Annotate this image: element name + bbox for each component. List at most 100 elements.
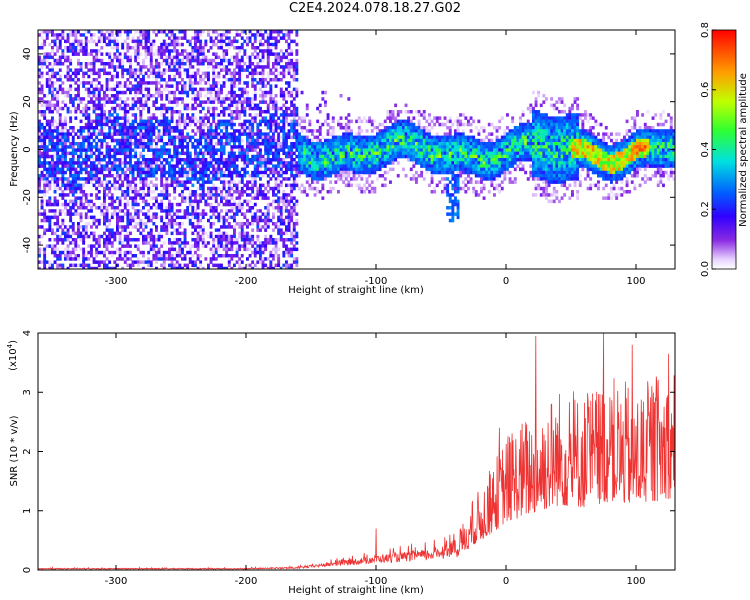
spectrogram-cell	[240, 158, 244, 162]
spectrogram-cell	[279, 222, 283, 226]
spectrogram-cell	[220, 231, 223, 236]
spectrogram-cell	[61, 241, 65, 245]
spectrogram-cell	[95, 78, 99, 82]
spectrogram-cell	[277, 215, 281, 220]
spectrogram-cell	[220, 119, 223, 124]
spectrogram-cell	[108, 36, 112, 40]
spectrogram-cell	[139, 174, 143, 178]
spectrogram-cell	[118, 145, 122, 149]
spectrogram-cell	[214, 81, 218, 85]
spectrogram-cell	[256, 250, 260, 255]
spectrogram-cell	[123, 250, 127, 255]
spectrogram-cell	[155, 250, 158, 255]
spectrogram-cell	[134, 190, 138, 194]
spectrogram-cell	[186, 71, 190, 76]
spectrogram-cell	[121, 84, 125, 88]
spectrogram-cell	[326, 174, 330, 178]
spectrogram-cell	[235, 170, 239, 175]
spectrogram-cell	[136, 170, 140, 175]
spectrogram-cell	[144, 183, 148, 188]
spectrogram-cell	[269, 90, 273, 95]
spectrogram-cell	[191, 81, 195, 85]
spectrogram-cell	[331, 132, 335, 136]
spectrogram-cell	[256, 186, 260, 191]
spectrogram-cell	[84, 154, 88, 159]
spectrogram-cell	[38, 151, 41, 156]
spectrogram-cell	[279, 183, 283, 188]
spectrogram-cell	[97, 106, 101, 111]
spectrogram-cell	[95, 218, 99, 223]
spectrogram-cell	[108, 170, 112, 175]
spectrogram-cell	[45, 81, 49, 85]
spectrogram-cell	[160, 257, 164, 261]
spectrogram-cell	[82, 52, 86, 56]
spectrogram-cell	[196, 119, 200, 124]
spectrogram-cell	[116, 225, 119, 229]
spectrogram-cell	[243, 164, 247, 168]
spectrogram-cell	[178, 231, 182, 236]
spectrogram-cell	[45, 174, 49, 178]
spectrogram-cell	[131, 132, 135, 136]
spectrogram-cell	[139, 132, 143, 136]
spectrogram-cell	[292, 71, 296, 76]
spectrogram-cell	[295, 94, 299, 98]
spectrogram-cell	[217, 247, 221, 252]
spectrogram-cell	[147, 39, 151, 44]
spectrogram-cell	[220, 151, 223, 156]
spectrogram-cell	[95, 164, 99, 168]
spectrogram-cell	[217, 46, 221, 50]
spectrogram-cell	[77, 257, 80, 261]
spectrogram-cell	[199, 170, 203, 175]
spectrogram-cell	[87, 122, 91, 127]
spectrogram-cell	[199, 129, 203, 133]
spectrogram-cell	[238, 100, 242, 104]
spectrogram-cell	[235, 52, 239, 56]
spectrogram-cell	[116, 257, 119, 261]
spectrogram-cell	[84, 234, 88, 239]
spectrogram-cell	[222, 119, 226, 124]
spectrogram-cell	[168, 183, 171, 188]
spectrogram-cell	[105, 151, 109, 156]
spectrogram-cell	[160, 46, 164, 50]
spectrogram-cell	[108, 100, 112, 104]
spectrogram-cell	[53, 170, 57, 175]
spectrogram-cell	[204, 58, 208, 63]
spectrogram-cell	[207, 129, 210, 133]
spectrogram-cell	[123, 113, 127, 117]
spectrogram-cell	[178, 161, 182, 165]
spectrogram-cell	[175, 42, 179, 47]
spectrogram-cell	[126, 103, 130, 108]
spectrogram-cell	[269, 52, 273, 56]
spectrogram-cell	[207, 33, 210, 37]
spectrogram-cell	[129, 196, 132, 200]
spectrogram-cell	[77, 244, 80, 248]
spectrogram-cell	[214, 55, 218, 60]
spectrogram-cell	[295, 142, 299, 146]
spectrogram-cell	[61, 158, 65, 162]
spectrogram-cell	[199, 135, 203, 140]
spectrogram-cell	[38, 241, 41, 245]
spectrogram-cell	[300, 90, 304, 95]
spectrogram-cell	[168, 142, 171, 146]
spectrogram-cell	[295, 180, 299, 184]
spectrogram-cell	[100, 142, 104, 146]
spectrogram-cell	[134, 78, 138, 82]
spectrogram-cell	[292, 222, 296, 226]
spectrogram-cell	[222, 84, 226, 88]
spectrogram-cell	[43, 266, 47, 269]
spectrogram-cell	[53, 129, 57, 133]
spectrogram-cell	[58, 145, 62, 149]
spectrogram-cell	[225, 196, 229, 200]
spectrogram-cell	[209, 161, 213, 165]
spectrogram-cell	[183, 241, 187, 245]
spectrogram-cell	[178, 90, 182, 95]
spectrogram-cell	[51, 177, 54, 181]
spectrogram-cell	[225, 209, 229, 213]
spectrogram-cell	[108, 148, 112, 152]
spectrogram-cell	[300, 190, 304, 194]
spectrogram-cell	[77, 196, 80, 200]
spectrogram-cell	[170, 170, 174, 175]
spectrogram-cell	[160, 84, 164, 88]
spectrogram-cell	[352, 161, 356, 165]
spectrogram-cell	[220, 46, 223, 50]
